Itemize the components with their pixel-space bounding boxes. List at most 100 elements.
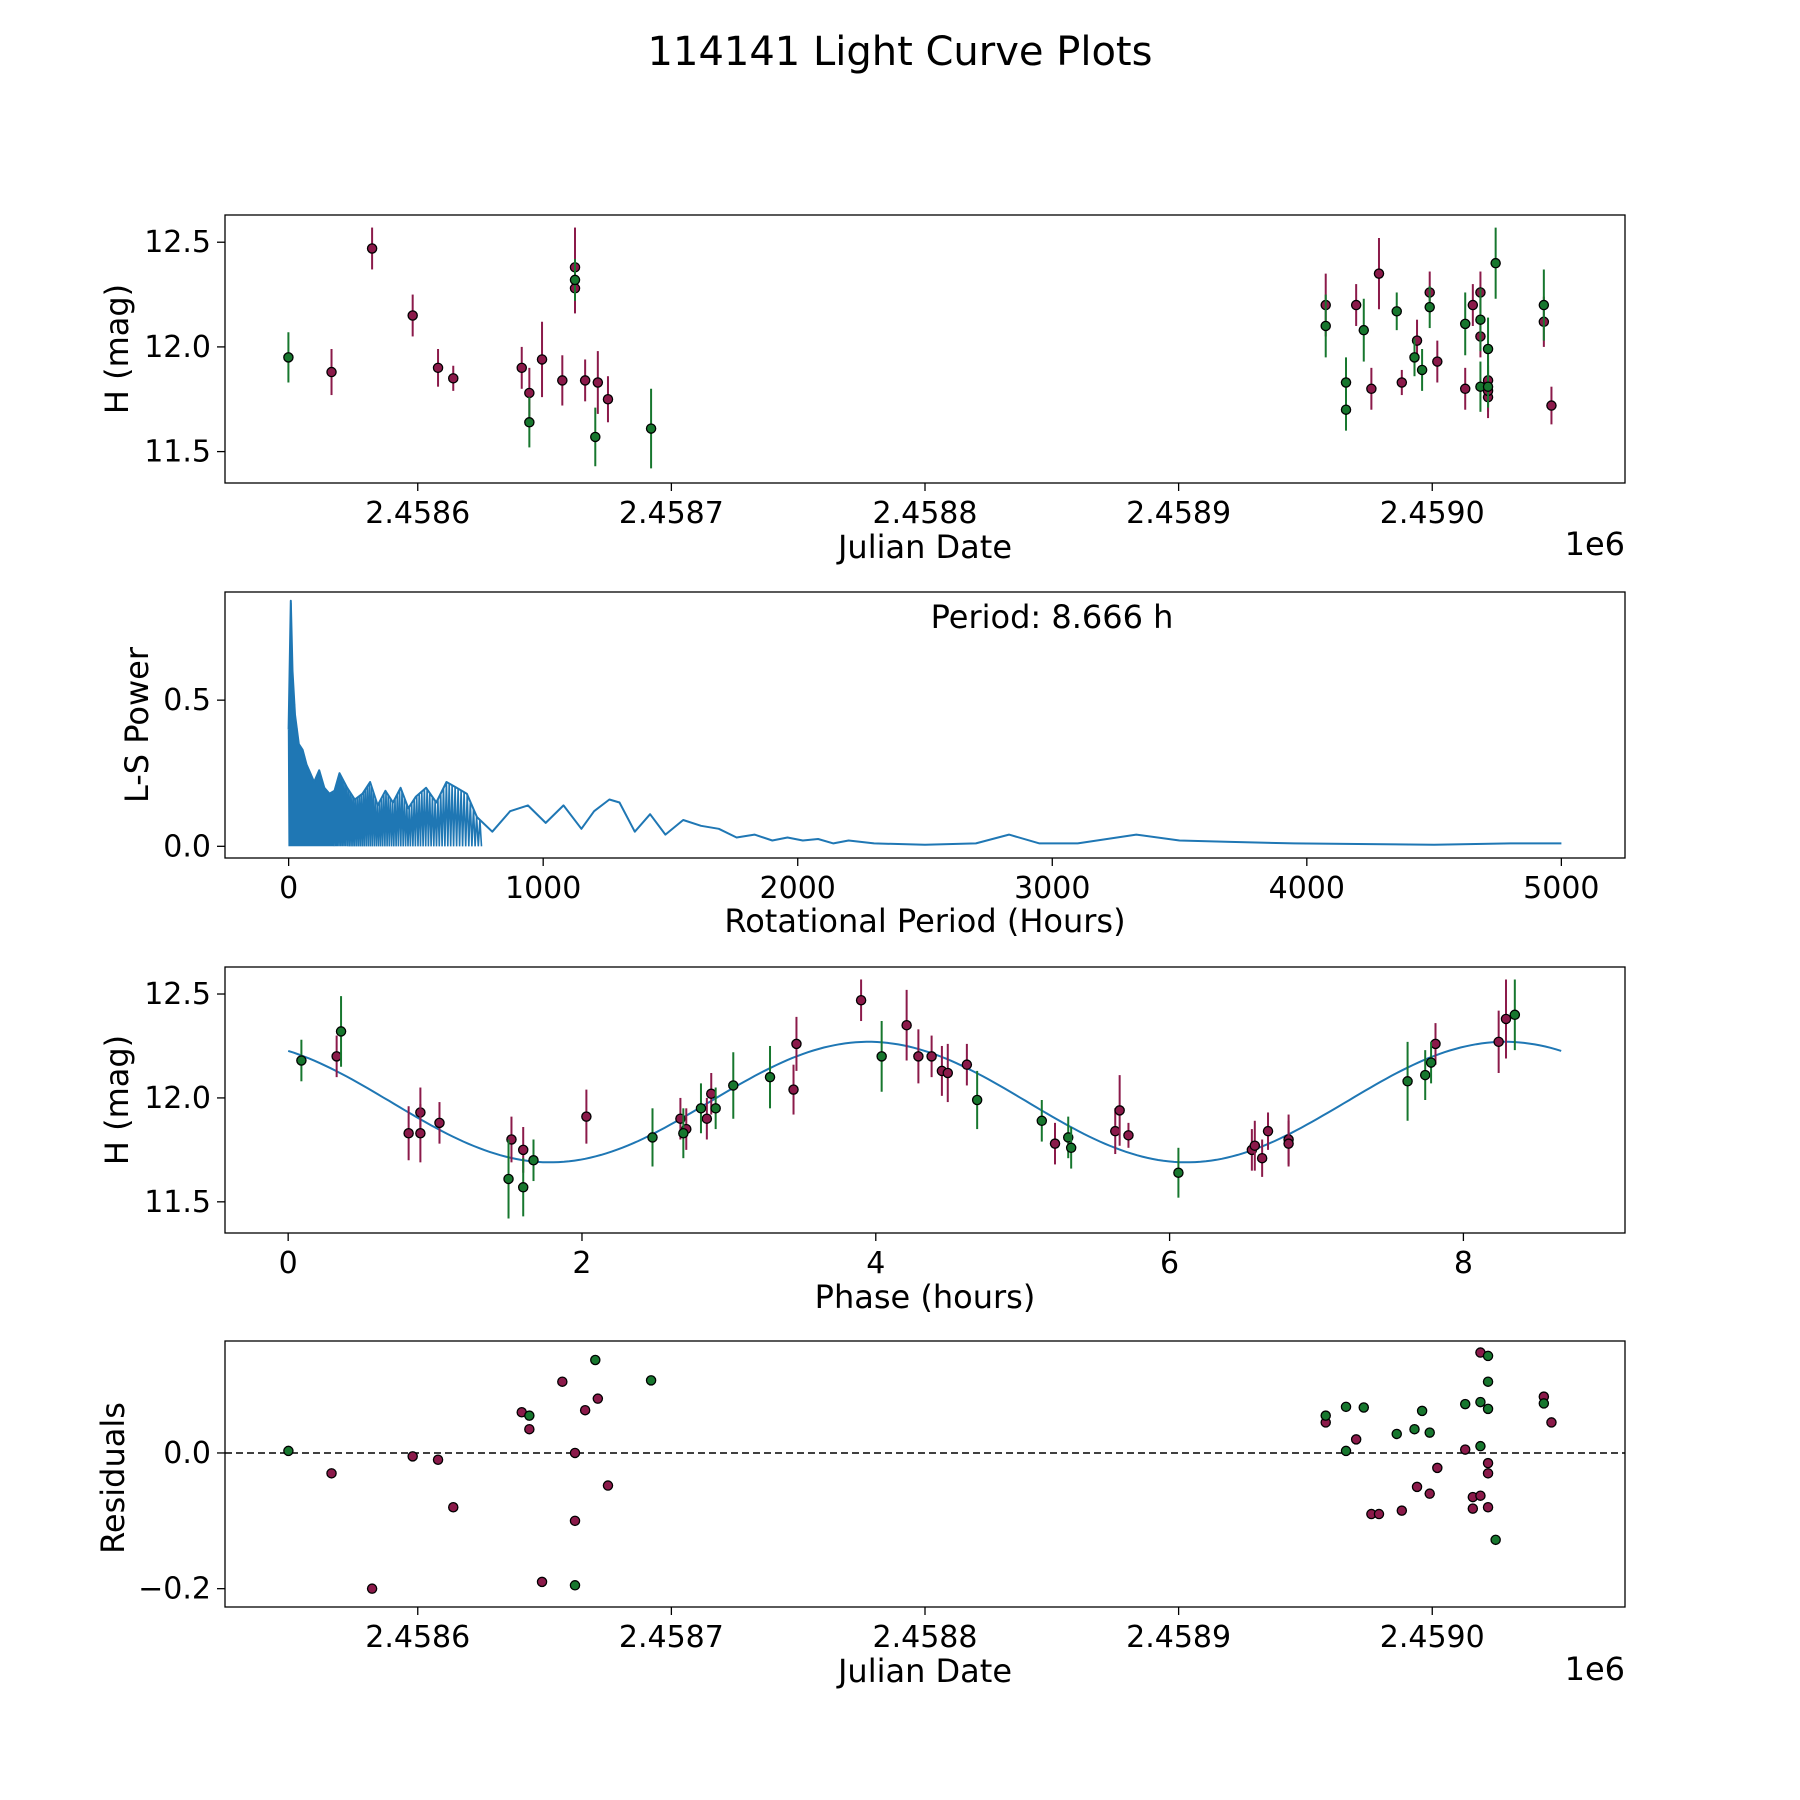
data-point-green	[503, 1173, 514, 1185]
phase-xlabel: Phase (hours)	[815, 1278, 1036, 1316]
data-point-maroon	[1500, 1013, 1512, 1025]
y-tick-label: 11.5	[144, 435, 211, 470]
data-point-maroon	[901, 1019, 912, 1031]
period-annotation: Period: 8.666 h	[931, 598, 1174, 636]
data-point-maroon	[1729, 388, 1738, 397]
data-point-maroon	[1467, 299, 1479, 311]
plot-area	[287, 979, 1562, 1219]
data-point-green	[524, 417, 535, 428]
data-point-maroon	[1482, 1468, 1494, 1479]
data-point-green	[764, 1071, 776, 1083]
data-point-maroon	[1722, 361, 1731, 370]
x-tick-label: 5000	[1523, 871, 1599, 906]
data-point-maroon	[331, 1051, 342, 1062]
data-point-maroon	[913, 1051, 924, 1062]
data-point-maroon	[1109, 1125, 1121, 1137]
data-point-maroon	[1350, 299, 1362, 311]
data-point-green	[1490, 1534, 1501, 1546]
data-point-maroon	[701, 1113, 713, 1124]
data-point-maroon	[1432, 1462, 1443, 1474]
data-point-green	[645, 423, 657, 434]
data-point-green	[283, 1445, 294, 1457]
data-point-maroon	[1350, 1434, 1362, 1445]
sinusoid-fit-line	[287, 1040, 1562, 1164]
data-point-maroon	[569, 1447, 581, 1459]
plot-frame	[224, 1340, 1626, 1608]
data-point-green	[645, 1375, 657, 1386]
panel-periodogram: Rotational Period (Hours) L-S Power Peri…	[118, 591, 1626, 940]
data-point-maroon	[536, 354, 548, 365]
data-point-green	[1340, 377, 1352, 388]
data-point-green	[524, 1410, 535, 1421]
data-point-green	[1320, 1410, 1331, 1421]
data-point-green	[1036, 1115, 1048, 1127]
y-tick-label: 11.5	[144, 1185, 211, 1220]
data-point-maroon	[366, 243, 378, 254]
x-tick-label: 2.4589	[1126, 1620, 1231, 1655]
x-tick-label: 6	[1160, 1246, 1179, 1281]
y-tick-label: 0.0	[163, 829, 211, 864]
data-point-green	[1402, 1076, 1413, 1087]
x-tick-label: 2.4589	[1126, 496, 1231, 531]
data-point-green	[283, 352, 294, 363]
data-point-green	[1538, 299, 1550, 311]
data-point-green	[1475, 1440, 1486, 1452]
data-point-maroon	[1482, 1502, 1494, 1513]
data-point-maroon	[407, 1451, 418, 1462]
data-point-green	[1482, 381, 1494, 392]
data-point-green	[1358, 324, 1370, 336]
data-point-maroon	[1493, 1036, 1504, 1048]
data-point-green	[1475, 1396, 1486, 1408]
data-point-maroon	[1411, 1481, 1423, 1493]
data-point-green	[1173, 1167, 1184, 1178]
x-tick-label: 2.4590	[1380, 496, 1485, 531]
data-point-maroon	[557, 1376, 568, 1387]
data-point-green	[528, 1155, 539, 1166]
x-tick-label: 3000	[1014, 871, 1090, 906]
data-point-green	[1340, 1401, 1352, 1413]
panel-raw: Julian Date H (mag) 1e6 2.4586 2.4587 2.45…	[98, 214, 1738, 566]
data-point-maroon	[1396, 377, 1408, 388]
data-point-maroon	[581, 1111, 592, 1122]
residuals-ylabel: Residuals	[94, 1402, 132, 1554]
x-tick-label: 2.4587	[619, 1620, 724, 1655]
data-point-green	[728, 1080, 739, 1091]
data-point-maroon	[1262, 1125, 1274, 1137]
data-point-green	[1358, 1402, 1370, 1413]
data-point-maroon	[791, 1038, 802, 1050]
plot-frame	[224, 966, 1626, 1234]
data-point-maroon	[1396, 1505, 1408, 1516]
x-tick-label: 0	[279, 871, 298, 906]
data-point-maroon	[536, 1576, 548, 1588]
data-point-green	[1391, 306, 1402, 317]
panel-phase: Phase (hours) H (mag) 0 2 4 6 8 11.5 12.0 12.5	[98, 966, 1626, 1316]
x-tick-label: 4	[866, 1246, 885, 1281]
panel-residuals: Julian Date Residuals 1e6 2.4586 2.4587 2.…	[94, 1340, 1626, 1690]
data-point-green	[1722, 330, 1731, 339]
data-point-green	[876, 1051, 887, 1062]
data-point-green	[1482, 1376, 1494, 1387]
data-point-green	[1340, 404, 1352, 415]
data-point-maroon	[516, 362, 527, 374]
data-point-green	[1538, 1398, 1550, 1409]
data-point-green	[1320, 320, 1331, 332]
data-point-green	[1409, 1423, 1420, 1435]
data-point-green	[569, 274, 581, 286]
data-point-green	[1425, 1057, 1437, 1068]
data-point-maroon	[1475, 1490, 1486, 1501]
data-point-maroon	[926, 1051, 937, 1062]
data-point-green	[1482, 1403, 1494, 1415]
figure-title: 114141 Light Curve Plots	[648, 29, 1153, 75]
data-point-maroon	[403, 1128, 414, 1139]
data-point-green	[1459, 318, 1471, 330]
data-point-green	[1065, 1142, 1077, 1154]
data-point-maroon	[569, 1515, 581, 1527]
data-point-maroon	[942, 1067, 954, 1079]
data-point-maroon	[524, 1423, 535, 1435]
y-tick-label: 12.5	[144, 225, 211, 260]
data-point-maroon	[1049, 1138, 1061, 1149]
plot-area	[283, 227, 1738, 469]
data-point-maroon	[524, 387, 535, 399]
data-point-maroon	[448, 1502, 459, 1513]
